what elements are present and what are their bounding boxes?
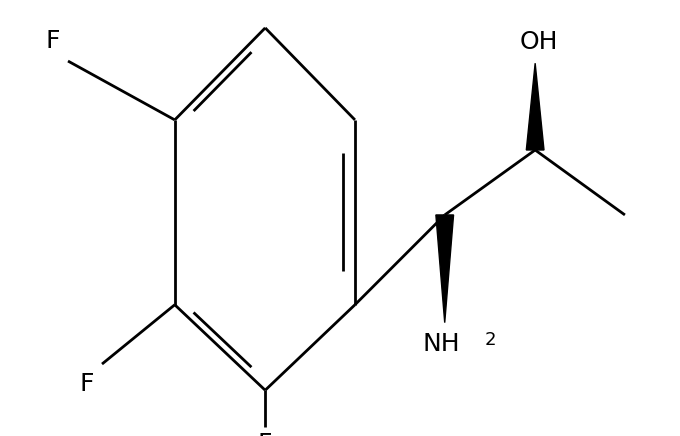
- Text: OH: OH: [520, 30, 558, 54]
- Polygon shape: [436, 215, 454, 323]
- Text: F: F: [80, 372, 94, 396]
- Polygon shape: [526, 63, 544, 150]
- Text: 2: 2: [485, 331, 496, 349]
- Text: F: F: [258, 432, 273, 436]
- Text: F: F: [46, 29, 60, 53]
- Text: NH: NH: [422, 332, 460, 356]
